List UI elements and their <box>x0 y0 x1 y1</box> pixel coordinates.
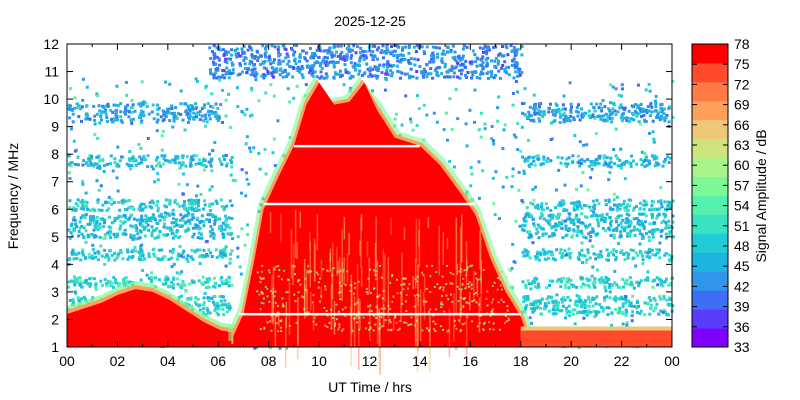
colorbar-tick-label: 33 <box>734 339 750 355</box>
x-tick-label: 08 <box>261 353 277 369</box>
colorbar <box>692 44 728 348</box>
colorbar-tick-label: 69 <box>734 97 750 113</box>
colorbar-segment <box>692 328 728 348</box>
y-tick-label: 6 <box>51 201 59 217</box>
colorbar-tick-label: 36 <box>734 319 750 335</box>
colorbar-tick-label: 60 <box>734 157 750 173</box>
early-burst-region <box>67 281 239 347</box>
gap-line-0 <box>293 144 420 148</box>
colorbar-ticks: 33 36 39 42 45 48 51 54 57 60 63 66 69 72 75 78 <box>692 36 750 355</box>
y-tick-label: 12 <box>43 36 59 52</box>
x-tick-label: 00 <box>59 353 75 369</box>
x-tick-label: 18 <box>513 353 529 369</box>
colorbar-tick-label: 75 <box>734 56 750 72</box>
x-tick-label: 22 <box>614 353 630 369</box>
colorbar-tick-label: 45 <box>734 258 750 274</box>
x-tick-label: 02 <box>110 353 126 369</box>
colorbar-segment <box>692 176 728 196</box>
colorbar-segment <box>692 157 728 178</box>
colorbar-tick-label: 54 <box>734 198 750 214</box>
x-axis: 00 02 04 06 08 10 12 14 16 18 20 22 00 <box>59 44 680 369</box>
late-low-region <box>520 326 672 347</box>
colorbar-segment <box>692 138 728 159</box>
y-tick-label: 7 <box>51 174 59 190</box>
y-tick-label: 8 <box>51 146 59 162</box>
plot-area <box>67 44 675 375</box>
colorbar-segment <box>692 81 728 102</box>
noise-band-4 <box>67 247 674 262</box>
colorbar-tick-label: 57 <box>734 177 750 193</box>
y-tick-label: 3 <box>51 284 59 300</box>
y-tick-label: 9 <box>51 119 59 135</box>
x-tick-label: 04 <box>160 353 176 369</box>
noise-band-3 <box>67 212 675 240</box>
y-tick-label: 4 <box>51 256 59 272</box>
colorbar-segment <box>692 195 728 215</box>
colorbar-tick-label: 72 <box>734 76 750 92</box>
noise-band-7 <box>208 44 524 80</box>
x-tick-label: 10 <box>311 353 327 369</box>
colorbar-frame <box>691 43 729 348</box>
colorbar-segment <box>692 100 728 121</box>
colorbar-tick-label: 63 <box>734 137 750 153</box>
colorbar-segment <box>692 119 728 140</box>
x-tick-label: 06 <box>210 353 226 369</box>
colorbar-segment <box>692 290 728 310</box>
colorbar-segment <box>692 62 728 83</box>
colorbar-tick-label: 78 <box>734 36 750 52</box>
colorbar-tick-label: 39 <box>734 299 750 315</box>
colorbar-segment <box>692 252 728 272</box>
x-tick-label: 14 <box>412 353 428 369</box>
y-axis-label: Frequency / MHz <box>5 143 21 250</box>
colorbar-tick-label: 42 <box>734 278 750 294</box>
main-burst-region <box>228 76 531 375</box>
colorbar-segment <box>692 233 728 253</box>
colorbar-segment <box>692 44 728 64</box>
noise-band-2 <box>68 198 675 213</box>
x-axis-label: UT Time / hrs <box>328 379 412 395</box>
chart-title: 2025-12-25 <box>334 13 406 29</box>
colorbar-tick-label: 48 <box>734 238 750 254</box>
colorbar-segment <box>692 309 728 329</box>
y-tick-label: 10 <box>43 91 59 107</box>
colorbar-tick-label: 51 <box>734 218 750 234</box>
colorbar-tick-label: 66 <box>734 117 750 133</box>
x-tick-label: 20 <box>563 353 579 369</box>
x-tick-label: 12 <box>362 353 378 369</box>
colorbar-label: Signal Amplitude / dB <box>753 129 769 262</box>
y-tick-label: 11 <box>44 64 59 80</box>
y-tick-label: 1 <box>51 339 59 355</box>
gap-line-1 <box>263 202 476 206</box>
y-tick-label: 2 <box>51 311 59 327</box>
colorbar-segment <box>692 214 728 234</box>
x-tick-label: 16 <box>463 353 479 369</box>
gap-line-2 <box>238 312 521 316</box>
x-tick-label: 00 <box>664 353 680 369</box>
y-tick-label: 5 <box>51 229 59 245</box>
colorbar-segment <box>692 271 728 291</box>
noise-band-0 <box>67 101 671 124</box>
